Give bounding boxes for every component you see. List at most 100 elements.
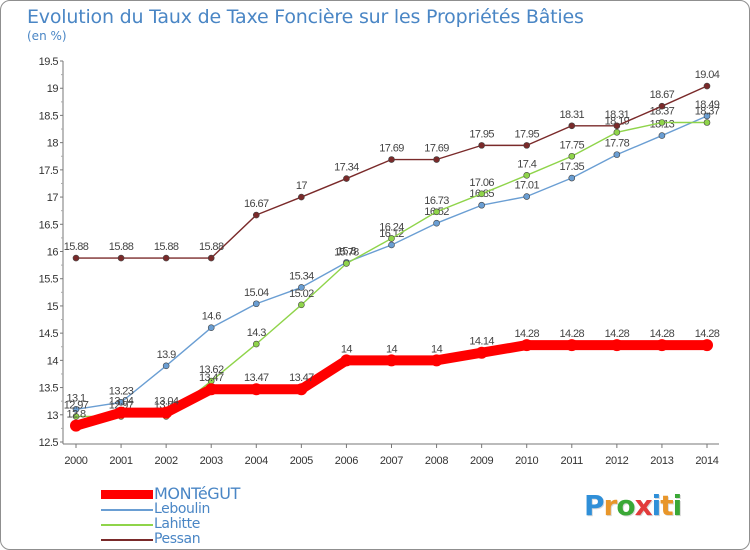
x-tick-label: 2014 [695,455,718,467]
data-label: 18.19 [605,115,630,127]
y-tick-label: 19.5 [39,56,59,68]
data-point [388,241,395,249]
data-point [117,398,125,406]
data-label: 12.97 [64,399,89,411]
data-label: 15.34 [289,270,314,282]
legend-label: Leboulin [154,501,210,517]
data-point [475,346,488,359]
data-point [565,339,578,352]
data-label: 16.67 [244,198,269,210]
data-point [115,406,128,419]
data-label: 15.78 [334,246,359,258]
data-point [388,156,395,163]
data-point [205,383,218,396]
y-tick-label: 15.5 [39,274,59,286]
data-label: 18.67 [650,89,675,101]
data-label: 18.49 [695,99,720,111]
data-label: 18.31 [560,109,585,121]
x-tick-label: 2006 [335,455,358,467]
data-label: 14 [386,343,398,355]
data-label: 16.12 [379,228,404,240]
x-tick-label: 2003 [200,455,223,467]
legend-item-pessan: Pessan [101,532,341,547]
y-tick-label: 15 [47,301,59,313]
data-label: 19.04 [695,69,720,81]
data-label: 17.78 [605,138,630,150]
data-label: 15.02 [289,288,314,300]
legend-label: Lahitte [154,516,200,532]
legend-label: Pessan [154,531,201,547]
data-label: 15.88 [154,241,179,253]
data-point [658,102,666,110]
data-point [298,301,305,309]
data-label: 13.9 [157,349,176,361]
data-label: 14.28 [560,328,585,340]
data-point [523,172,531,179]
data-point [613,151,621,158]
data-point [252,340,260,348]
y-tick-label: 14 [47,355,59,367]
data-label: 13.04 [154,396,179,408]
data-label: 14.6 [202,311,221,323]
y-tick-label: 14.5 [39,328,59,340]
data-point [478,190,485,198]
data-label: 15.04 [244,287,269,299]
data-point [117,254,125,262]
data-label: 13.04 [109,396,134,408]
data-label: 14.3 [247,327,266,339]
data-label: 15.88 [109,241,134,253]
x-tick-label: 2010 [515,455,538,467]
legend-swatch [101,539,153,541]
data-point [160,406,173,419]
data-point [207,324,215,332]
data-point [433,219,440,227]
data-point [252,300,260,308]
y-tick-label: 17.5 [39,165,59,177]
data-point [252,211,260,219]
data-point [568,152,576,160]
data-point [162,362,170,370]
data-point [298,284,305,291]
data-label: 18.37 [695,106,720,118]
legend-swatch [101,509,153,511]
x-tick-label: 2001 [109,455,132,467]
data-point [478,201,485,209]
legend-item-mont-gut: MONTéGUT [101,486,341,502]
data-point [343,175,350,182]
data-point [388,235,395,242]
y-tick-label: 16 [47,247,59,259]
y-tick-label: 19 [47,83,59,95]
data-label: 15.8 [337,245,356,257]
data-point [655,339,668,352]
data-label: 13.47 [244,372,269,384]
data-point [430,354,443,367]
data-label: 17.4 [517,158,536,170]
data-point [658,132,666,139]
legend-item-leboulin: Leboulin [101,502,341,517]
y-tick-label: 16.5 [39,219,59,231]
data-label: 17.34 [334,162,359,174]
x-tick-label: 2009 [470,455,493,467]
data-label: 17.69 [424,143,449,155]
y-tick-label: 17 [47,192,59,204]
data-label: 13.1 [66,392,85,404]
data-point [72,406,80,413]
x-tick-label: 2012 [605,455,628,467]
data-label: 17.75 [560,139,585,151]
series-line-lahitte [75,121,708,418]
data-label: 12.8 [66,409,85,421]
data-label: 17 [296,180,308,192]
data-label: 18.31 [605,109,630,121]
data-label: 13.23 [109,385,134,397]
data-label: 14.28 [605,328,630,340]
x-tick-label: 2007 [380,455,403,467]
data-point [520,339,533,352]
data-point [207,254,215,262]
data-label: 16.73 [424,195,449,207]
data-point [295,383,308,396]
data-point [523,142,531,149]
data-point [385,354,398,367]
data-point [703,82,711,90]
data-label: 15.88 [64,241,89,253]
